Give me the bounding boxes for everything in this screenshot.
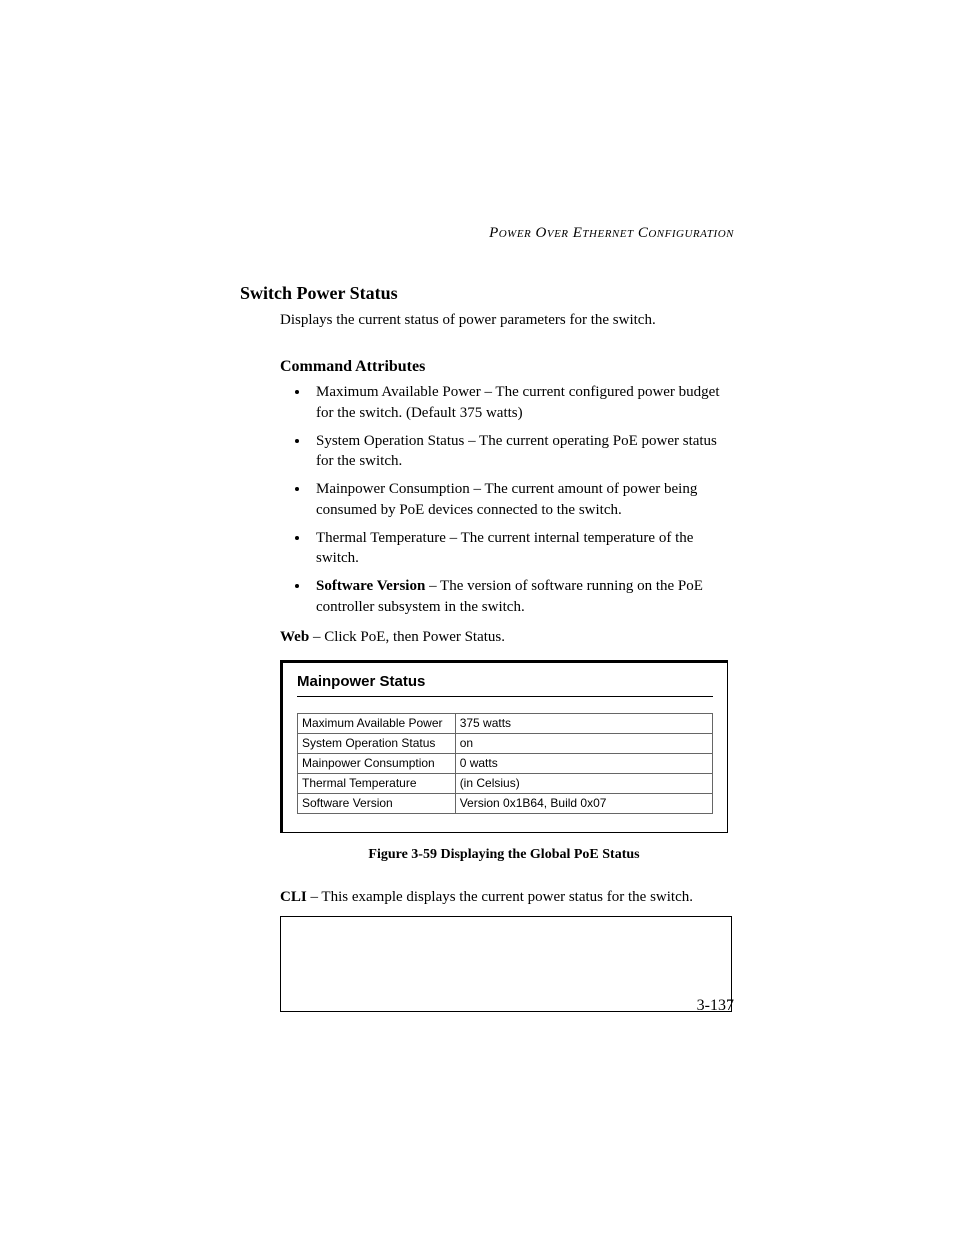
web-label: Web — [280, 629, 309, 645]
section-intro: Displays the current status of power par… — [280, 310, 734, 330]
attribute-item: System Operation Status – The current op… — [310, 431, 734, 472]
row-value: on — [455, 733, 712, 753]
running-header: Power Over Ethernet Configuration — [489, 225, 734, 242]
attribute-text: Mainpower Consumption – The current amou… — [316, 481, 697, 517]
attribute-bold: Software Version — [316, 578, 425, 594]
table-row: Software Version Version 0x1B64, Build 0… — [298, 793, 713, 813]
attributes-list: Maximum Available Power – The current co… — [280, 382, 734, 617]
cli-output-box — [280, 916, 732, 1012]
attribute-item: Mainpower Consumption – The current amou… — [310, 479, 734, 520]
web-text: – Click PoE, then Power Status. — [309, 629, 505, 645]
cli-text: – This example displays the current powe… — [307, 889, 693, 905]
attribute-item: Software Version – The version of softwa… — [310, 576, 734, 617]
mainpower-status-panel: Mainpower Status Maximum Available Power… — [280, 660, 728, 833]
section-title: Switch Power Status — [240, 283, 734, 304]
table-row: Mainpower Consumption 0 watts — [298, 753, 713, 773]
row-label: Software Version — [298, 793, 456, 813]
figure-caption: Figure 3-59 Displaying the Global PoE St… — [280, 847, 728, 863]
web-instruction: Web – Click PoE, then Power Status. — [280, 629, 734, 646]
page: Power Over Ethernet Configuration Switch… — [0, 0, 954, 1235]
row-value: (in Celsius) — [455, 773, 712, 793]
table-row: Maximum Available Power 375 watts — [298, 713, 713, 733]
status-table: Maximum Available Power 375 watts System… — [297, 713, 713, 814]
row-label: Thermal Temperature — [298, 773, 456, 793]
cli-label: CLI — [280, 889, 307, 905]
row-value: 375 watts — [455, 713, 712, 733]
panel-title: Mainpower Status — [297, 673, 713, 690]
cli-instruction: CLI – This example displays the current … — [280, 889, 734, 906]
page-number: 3-137 — [697, 997, 734, 1015]
attribute-text: System Operation Status – The current op… — [316, 433, 717, 469]
panel-divider — [297, 696, 713, 697]
row-value: Version 0x1B64, Build 0x07 — [455, 793, 712, 813]
attribute-text: Maximum Available Power – The current co… — [316, 384, 720, 420]
running-header-text: Power Over Ethernet Configuration — [489, 225, 734, 241]
row-label: System Operation Status — [298, 733, 456, 753]
row-value: 0 watts — [455, 753, 712, 773]
row-label: Mainpower Consumption — [298, 753, 456, 773]
attribute-item: Thermal Temperature – The current intern… — [310, 528, 734, 569]
attributes-heading: Command Attributes — [280, 358, 734, 376]
row-label: Maximum Available Power — [298, 713, 456, 733]
attribute-text: Thermal Temperature – The current intern… — [316, 530, 693, 566]
attribute-item: Maximum Available Power – The current co… — [310, 382, 734, 423]
table-row: Thermal Temperature (in Celsius) — [298, 773, 713, 793]
table-row: System Operation Status on — [298, 733, 713, 753]
